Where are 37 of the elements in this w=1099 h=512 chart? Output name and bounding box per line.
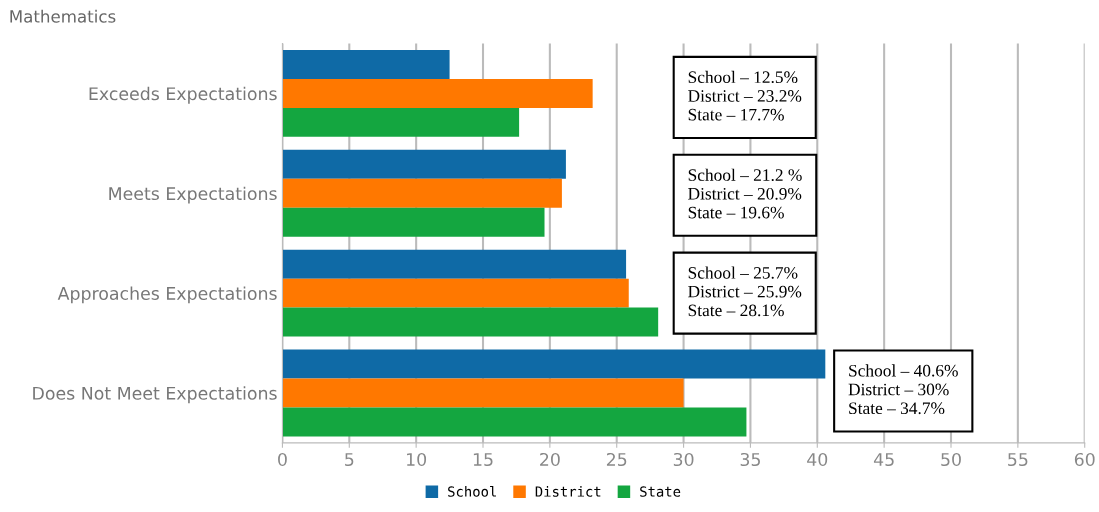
y-tick-label: Approaches Expectations xyxy=(57,286,277,304)
x-tick-label: 5 xyxy=(345,453,354,467)
y-tick-label: Does Not Meet Expectations xyxy=(33,386,277,404)
legend-label: District xyxy=(535,486,601,497)
bar xyxy=(282,349,826,379)
bar xyxy=(282,278,629,308)
bar xyxy=(282,178,562,208)
text: Mathematics xyxy=(10,9,116,23)
legend-label: State xyxy=(640,486,681,497)
y-tick-label: Meets Expectations xyxy=(109,186,277,204)
x-tick-label: 30 xyxy=(673,452,694,467)
annotation: School – 40.6% District – 30% State – 34.7% xyxy=(848,364,958,415)
bar xyxy=(282,78,593,108)
bar xyxy=(282,50,450,79)
x-tick-label: 45 xyxy=(873,453,894,467)
x-tick-label: 0 xyxy=(278,452,287,467)
x-tick-label: 20 xyxy=(540,452,560,467)
annotation: School – 12.5% District – 23.2% State – 17.7% xyxy=(688,70,802,121)
x-tick-label: 55 xyxy=(1008,453,1028,467)
bar xyxy=(282,207,545,237)
x-tick-label: 10 xyxy=(407,452,427,467)
bar xyxy=(282,307,659,337)
x-tick-label: 25 xyxy=(606,452,627,467)
y-tick-label: Exceeds Expectations xyxy=(89,86,277,104)
x-tick-label: 60 xyxy=(1074,452,1095,467)
x-tick-label: 15 xyxy=(473,453,493,467)
bar xyxy=(282,407,747,437)
x-tick-label: 50 xyxy=(941,452,961,467)
annotation: School – 25.7% District – 25.9% State – 28.1% xyxy=(688,266,802,317)
x-tick-label: 40 xyxy=(807,452,828,467)
x-tick-label: 35 xyxy=(740,452,760,467)
bar xyxy=(282,378,684,408)
bar xyxy=(282,107,520,137)
legend-label: School xyxy=(448,485,496,497)
annotation: School – 21.2 % District – 20.9% State – 19.6% xyxy=(688,168,802,219)
bar xyxy=(282,249,627,279)
bar xyxy=(282,149,566,179)
